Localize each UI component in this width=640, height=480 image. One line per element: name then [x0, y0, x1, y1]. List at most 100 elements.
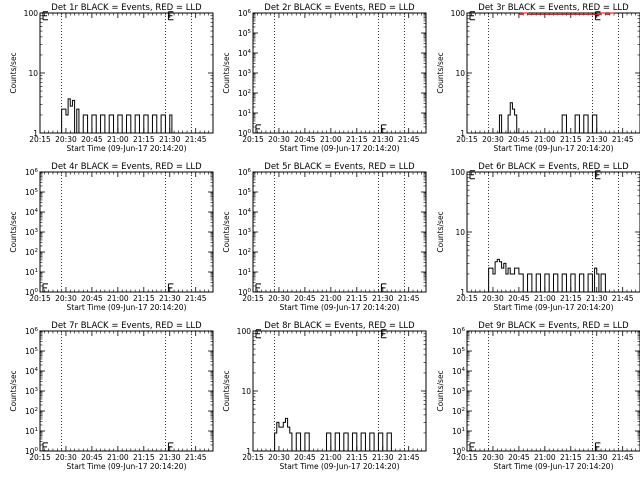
- y-tick-label: 104: [452, 367, 466, 376]
- x-tick-label: 21:30: [586, 294, 608, 303]
- chart-panel-7: Det 7r BLACK = Events, RED = LLD 100 101 10…: [9, 321, 214, 471]
- x-tick-label: 20:30: [268, 294, 290, 303]
- error-mark: [380, 329, 387, 339]
- y-tick-label: 100: [25, 288, 39, 297]
- x-tick-label: 20:15: [242, 135, 264, 144]
- chart-panel-2: Det 2r BLACK = Events, RED = LLD 100 101 10…: [222, 3, 427, 153]
- x-tick-label: 20:45: [81, 135, 103, 144]
- y-tick-label: 101: [452, 427, 465, 436]
- y-axis-label: Counts/sec: [436, 370, 445, 411]
- x-tick-label: 21:00: [320, 135, 342, 144]
- y-axis-label: Counts/sec: [436, 52, 445, 93]
- chart-panel-6: Det 6r BLACK = Events, RED = LLD 1 10 100 20…: [436, 162, 640, 312]
- y-tick-label: 104: [238, 208, 252, 217]
- x-tick-label: 21:45: [185, 294, 207, 303]
- x-axis-label: Start Time (09-Jun-17 20:14:20): [494, 462, 614, 471]
- y-tick-label: 106: [452, 327, 466, 336]
- y-tick-label: 105: [25, 188, 39, 197]
- error-mark: [167, 442, 174, 452]
- y-tick-label: 1: [246, 447, 251, 456]
- y-tick-label: 102: [25, 248, 38, 257]
- x-tick-label: 20:30: [482, 294, 504, 303]
- y-tick-label: 102: [25, 407, 38, 416]
- y-tick-label: 1: [460, 129, 465, 138]
- error-mark: [594, 11, 601, 21]
- x-tick-label: 20:15: [29, 135, 51, 144]
- y-tick-label: 103: [452, 387, 466, 396]
- plot-frame: [466, 12, 640, 134]
- x-tick-label: 21:15: [133, 135, 155, 144]
- y-axis-label: Counts/sec: [222, 211, 231, 252]
- error-mark: [469, 170, 475, 180]
- y-tick-label: 104: [238, 49, 252, 58]
- x-tick-label: 20:30: [482, 453, 504, 462]
- y-tick-label: 100: [238, 288, 252, 297]
- y-tick-label: 101: [25, 427, 38, 436]
- x-tick-label: 21:15: [560, 453, 582, 462]
- x-tick-label: 21:45: [398, 453, 420, 462]
- series-line: [272, 417, 392, 452]
- chart-panel-9: Det 9r BLACK = Events, RED = LLD 100 101 10…: [436, 321, 640, 471]
- y-axis-label: Counts/sec: [9, 52, 18, 93]
- series-line: [59, 98, 173, 134]
- y-tick-label: 106: [25, 327, 39, 336]
- x-tick-label: 20:45: [81, 453, 103, 462]
- x-tick-label: 20:15: [242, 453, 264, 462]
- x-tick-label: 21:00: [107, 453, 129, 462]
- error-mark: [42, 442, 48, 452]
- chart-panel-5: Det 5r BLACK = Events, RED = LLD 100 101 10…: [222, 162, 427, 312]
- y-tick-label: 1: [33, 129, 38, 138]
- x-tick-label: 21:45: [398, 294, 420, 303]
- chart-panel-4: Det 4r BLACK = Events, RED = LLD 100 101 10…: [9, 162, 214, 312]
- y-tick-label: 105: [25, 347, 39, 356]
- x-tick-label: 20:30: [482, 135, 504, 144]
- x-tick-label: 21:15: [133, 294, 155, 303]
- chart-title: Det 9r BLACK = Events, RED = LLD: [478, 321, 629, 331]
- y-tick-label: 1: [460, 288, 465, 297]
- x-tick-label: 21:15: [133, 453, 155, 462]
- chart-title: Det 6r BLACK = Events, RED = LLD: [478, 162, 629, 172]
- x-tick-label: 21:30: [372, 135, 394, 144]
- error-mark: [42, 11, 48, 21]
- error-mark: [167, 11, 174, 21]
- x-axis-label: Start Time (09-Jun-17 20:14:20): [494, 144, 614, 153]
- x-tick-label: 20:30: [55, 453, 77, 462]
- series-line: [486, 258, 606, 293]
- y-tick-label: 100: [451, 9, 466, 18]
- error-mark: [380, 283, 387, 293]
- x-axis-label: Start Time (09-Jun-17 20:14:20): [67, 462, 187, 471]
- y-tick-label: 100: [452, 447, 466, 456]
- y-tick-label: 105: [452, 347, 466, 356]
- x-axis-label: Start Time (09-Jun-17 20:14:20): [67, 144, 187, 153]
- y-axis-label: Counts/sec: [222, 52, 231, 93]
- error-mark: [380, 124, 387, 134]
- y-tick-label: 10: [28, 69, 38, 78]
- x-tick-label: 21:45: [398, 135, 420, 144]
- x-tick-label: 21:15: [560, 294, 582, 303]
- plot-frame: [466, 330, 640, 452]
- y-tick-label: 104: [25, 208, 39, 217]
- y-tick-label: 102: [238, 89, 251, 98]
- error-mark: [42, 283, 48, 293]
- chart-title: Det 1r BLACK = Events, RED = LLD: [51, 3, 202, 13]
- y-tick-label: 100: [238, 129, 252, 138]
- y-axis-label: Counts/sec: [9, 211, 18, 252]
- chart-title: Det 4r BLACK = Events, RED = LLD: [51, 162, 202, 172]
- x-tick-label: 21:30: [159, 135, 181, 144]
- y-tick-label: 10: [455, 228, 465, 237]
- plot-frame: [252, 171, 427, 293]
- x-tick-label: 20:30: [55, 135, 77, 144]
- x-tick-label: 21:30: [372, 294, 394, 303]
- y-tick-label: 105: [238, 29, 252, 38]
- x-tick-label: 20:15: [456, 135, 478, 144]
- x-tick-label: 20:30: [268, 135, 290, 144]
- chart-panel-3: Det 3r BLACK = Events, RED = LLD 1 10 100 20…: [436, 3, 640, 153]
- x-tick-label: 21:00: [534, 135, 556, 144]
- chart-panel-8: Det 8r BLACK = Events, RED = LLD 1 10 100 20…: [222, 321, 427, 471]
- plot-frame: [39, 171, 214, 293]
- y-tick-label: 104: [25, 367, 39, 376]
- x-tick-label: 20:15: [29, 294, 51, 303]
- x-tick-label: 20:45: [294, 294, 316, 303]
- y-tick-label: 10: [455, 69, 465, 78]
